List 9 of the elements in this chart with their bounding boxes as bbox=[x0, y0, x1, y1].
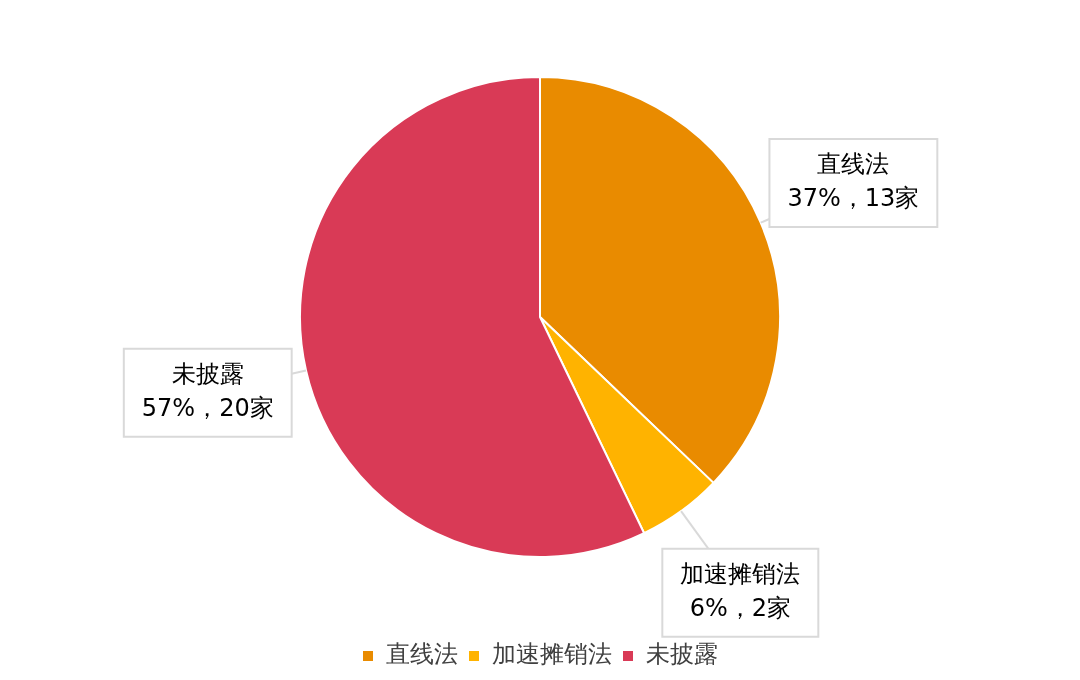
legend-label: 加速摊销法 bbox=[492, 640, 612, 669]
slice-label: 加速摊销法 bbox=[680, 559, 801, 588]
slice-label: 直线法 bbox=[817, 150, 890, 179]
data-label: 57%，20家 bbox=[141, 394, 274, 423]
legend-label: 未披露 bbox=[646, 640, 718, 669]
data-label: 6%，2家 bbox=[689, 593, 791, 622]
legend-label: 直线法 bbox=[386, 640, 458, 669]
data-label: 37%，13家 bbox=[787, 184, 920, 213]
slice-label: 未披露 bbox=[171, 360, 244, 389]
